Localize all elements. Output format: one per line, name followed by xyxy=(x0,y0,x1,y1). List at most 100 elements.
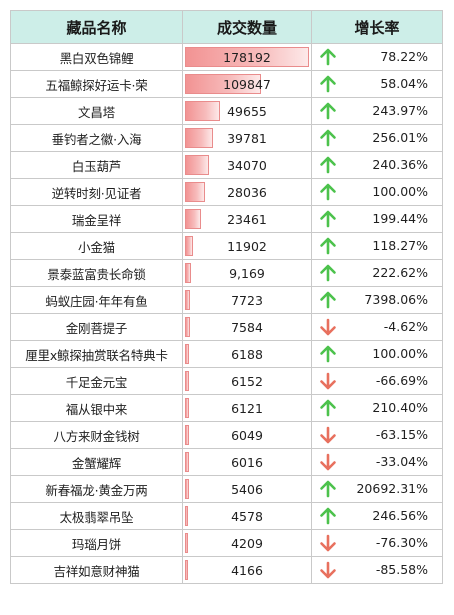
volume-value: 7723 xyxy=(231,292,263,308)
growth-cell: 118.27% xyxy=(311,232,443,260)
growth-value: 243.97% xyxy=(372,103,428,118)
arrow-down-icon xyxy=(320,318,336,336)
volume-cell: 109847 xyxy=(182,70,312,98)
volume-value: 6016 xyxy=(231,454,263,470)
volume-cell: 7723 xyxy=(182,286,312,314)
volume-data-bar xyxy=(185,533,188,553)
growth-value: 58.04% xyxy=(380,76,428,91)
table-row: 文昌塔 49655 243.97% xyxy=(10,97,443,125)
growth-value: 199.44% xyxy=(372,211,428,226)
volume-cell: 4209 xyxy=(182,529,312,557)
table-row: 金刚菩提子 7584 -4.62% xyxy=(10,313,443,341)
item-name: 太极翡翠吊坠 xyxy=(10,502,183,530)
volume-value: 6121 xyxy=(231,400,263,416)
arrow-up-icon xyxy=(320,480,336,498)
growth-cell: 100.00% xyxy=(311,340,443,368)
volume-data-bar xyxy=(185,425,189,445)
item-name: 白玉葫芦 xyxy=(10,151,183,179)
volume-cell: 6121 xyxy=(182,394,312,422)
volume-value: 49655 xyxy=(227,103,267,119)
growth-value: 78.22% xyxy=(380,49,428,64)
volume-value: 4166 xyxy=(231,562,263,578)
volume-cell: 5406 xyxy=(182,475,312,503)
volume-data-bar xyxy=(185,101,220,121)
table-row: 太极翡翠吊坠 4578 246.56% xyxy=(10,502,443,530)
growth-cell: 240.36% xyxy=(311,151,443,179)
table-row: 吉祥如意财神猫 4166 -85.58% xyxy=(10,556,443,584)
volume-value: 7584 xyxy=(231,319,263,335)
arrow-down-icon xyxy=(320,453,336,471)
item-name: 瑞金呈祥 xyxy=(10,205,183,233)
volume-data-bar xyxy=(185,506,188,526)
header-row: 藏品名称 成交数量 增长率 xyxy=(10,10,443,44)
table-row: 八方来财金钱树 6049 -63.15% xyxy=(10,421,443,449)
growth-value: -33.04% xyxy=(375,454,428,469)
item-name: 小金猫 xyxy=(10,232,183,260)
table-row: 小金猫 11902 118.27% xyxy=(10,232,443,260)
arrow-up-icon xyxy=(320,210,336,228)
volume-cell: 6188 xyxy=(182,340,312,368)
growth-cell: 78.22% xyxy=(311,43,443,71)
header-volume: 成交数量 xyxy=(182,10,312,44)
volume-value: 39781 xyxy=(227,130,267,146)
table-row: 福从银中来 6121 210.40% xyxy=(10,394,443,422)
volume-data-bar xyxy=(185,155,209,175)
item-name: 垂钓者之徽·入海 xyxy=(10,124,183,152)
volume-value: 109847 xyxy=(223,76,271,92)
growth-cell: 222.62% xyxy=(311,259,443,287)
arrow-up-icon xyxy=(320,48,336,66)
arrow-up-icon xyxy=(320,75,336,93)
arrow-up-icon xyxy=(320,399,336,417)
arrow-up-icon xyxy=(320,156,336,174)
arrow-up-icon xyxy=(320,507,336,525)
header-growth: 增长率 xyxy=(311,10,443,44)
volume-cell: 11902 xyxy=(182,232,312,260)
table-row: 黑白双色锦鲤 178192 78.22% xyxy=(10,43,443,71)
item-name: 千足金元宝 xyxy=(10,367,183,395)
growth-cell: -76.30% xyxy=(311,529,443,557)
growth-cell: -33.04% xyxy=(311,448,443,476)
arrow-up-icon xyxy=(320,129,336,147)
growth-value: 100.00% xyxy=(372,184,428,199)
volume-data-bar xyxy=(185,128,213,148)
item-name: 厘里x鲸探抽赏联名特典卡 xyxy=(10,340,183,368)
table-row: 瑞金呈祥 23461 199.44% xyxy=(10,205,443,233)
arrow-down-icon xyxy=(320,534,336,552)
volume-value: 34070 xyxy=(227,157,267,173)
volume-data-bar xyxy=(185,236,193,256)
volume-data-bar xyxy=(185,344,189,364)
volume-cell: 6152 xyxy=(182,367,312,395)
growth-cell: -85.58% xyxy=(311,556,443,584)
volume-data-bar xyxy=(185,290,190,310)
growth-value: -76.30% xyxy=(375,535,428,550)
item-name: 蚂蚁庄园·年年有鱼 xyxy=(10,286,183,314)
growth-cell: 243.97% xyxy=(311,97,443,125)
table-row: 垂钓者之徽·入海 39781 256.01% xyxy=(10,124,443,152)
volume-cell: 49655 xyxy=(182,97,312,125)
volume-data-bar xyxy=(185,452,189,472)
arrow-up-icon xyxy=(320,264,336,282)
volume-value: 4209 xyxy=(231,535,263,551)
table-row: 蚂蚁庄园·年年有鱼 7723 7398.06% xyxy=(10,286,443,314)
arrow-up-icon xyxy=(320,183,336,201)
growth-cell: 58.04% xyxy=(311,70,443,98)
growth-value: -4.62% xyxy=(383,319,428,334)
growth-value: -63.15% xyxy=(375,427,428,442)
table-row: 厘里x鲸探抽赏联名特典卡 6188 100.00% xyxy=(10,340,443,368)
item-name: 文昌塔 xyxy=(10,97,183,125)
growth-cell: -63.15% xyxy=(311,421,443,449)
volume-value: 178192 xyxy=(223,49,271,65)
volume-value: 11902 xyxy=(227,238,267,254)
growth-cell: -66.69% xyxy=(311,367,443,395)
arrow-up-icon xyxy=(320,345,336,363)
volume-cell: 39781 xyxy=(182,124,312,152)
item-name: 新春福龙·黄金万两 xyxy=(10,475,183,503)
item-name: 玛瑙月饼 xyxy=(10,529,183,557)
growth-value: 7398.06% xyxy=(364,292,428,307)
volume-cell: 34070 xyxy=(182,151,312,179)
item-name: 逆转时刻·见证者 xyxy=(10,178,183,206)
volume-cell: 9,169 xyxy=(182,259,312,287)
growth-value: 20692.31% xyxy=(356,481,428,496)
volume-cell: 28036 xyxy=(182,178,312,206)
table-row: 景泰蓝富贵长命锁 9,169 222.62% xyxy=(10,259,443,287)
